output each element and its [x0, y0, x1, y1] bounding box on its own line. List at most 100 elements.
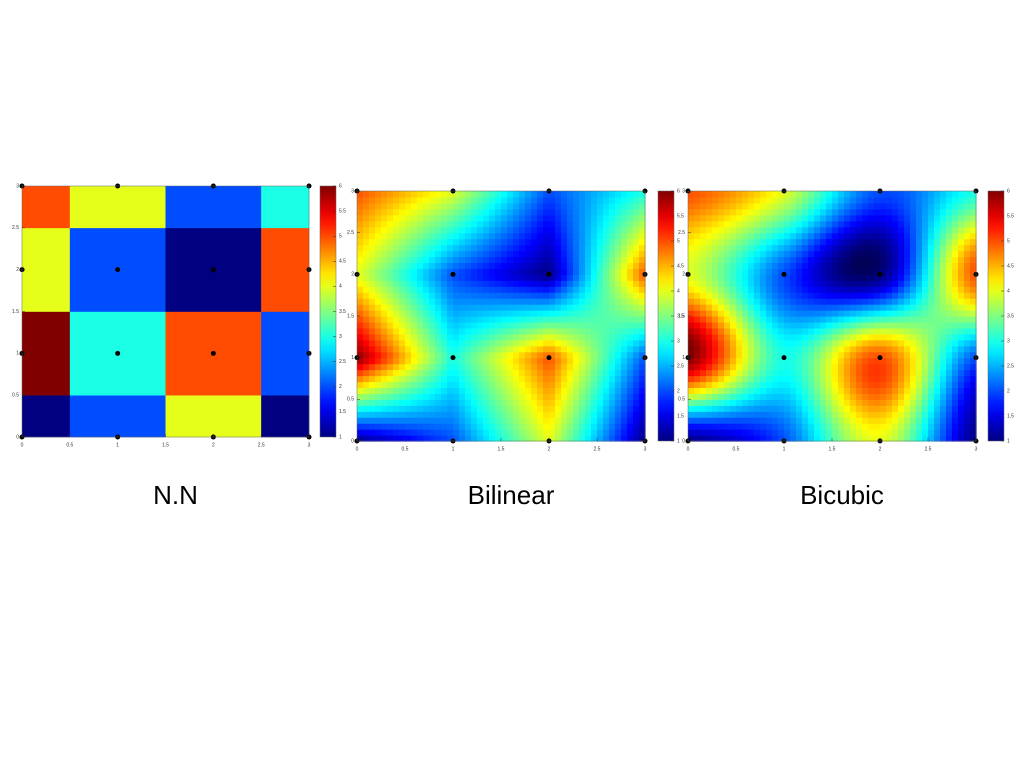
- interpolated-pixel: [441, 232, 448, 240]
- interpolated-pixel: [363, 411, 370, 418]
- interpolated-pixel: [748, 333, 755, 341]
- interpolated-pixel: [898, 429, 905, 436]
- interpolated-pixel: [802, 351, 809, 359]
- interpolated-pixel: [916, 268, 923, 275]
- interpolated-pixel: [766, 202, 773, 210]
- interpolated-pixel: [405, 191, 412, 198]
- interpolated-pixel: [477, 387, 484, 394]
- interpolated-pixel: [537, 429, 544, 436]
- interpolated-pixel: [615, 357, 622, 365]
- interpolated-pixel: [700, 292, 707, 299]
- interpolated-pixel: [898, 244, 905, 252]
- interpolated-pixel: [928, 381, 935, 389]
- interpolated-pixel: [784, 238, 791, 246]
- interpolated-pixel: [609, 381, 616, 389]
- interpolated-pixel: [844, 399, 851, 406]
- interpolated-pixel: [712, 363, 719, 371]
- interpolated-pixel: [543, 191, 550, 198]
- interpolated-pixel: [730, 226, 737, 234]
- interpolated-pixel: [694, 268, 701, 275]
- interpolated-pixel: [471, 345, 478, 353]
- interpolated-pixel: [453, 304, 460, 311]
- interpolated-pixel: [922, 423, 929, 430]
- interpolated-pixel: [910, 435, 917, 442]
- interpolated-pixel: [411, 387, 418, 394]
- interpolated-pixel: [603, 435, 610, 442]
- interpolated-pixel: [615, 321, 622, 329]
- interpolated-pixel: [591, 226, 598, 234]
- interpolated-pixel: [501, 208, 508, 216]
- interpolated-pixel: [465, 292, 472, 299]
- interpolated-pixel: [495, 387, 502, 394]
- interpolated-pixel: [573, 405, 580, 412]
- interpolated-pixel: [688, 220, 695, 228]
- interpolated-pixel: [784, 333, 791, 341]
- interpolated-pixel: [525, 381, 532, 389]
- interpolated-pixel: [471, 399, 478, 406]
- colorbar-tick-label: 1.5: [677, 413, 684, 419]
- interpolated-pixel: [537, 208, 544, 216]
- interpolated-pixel: [387, 363, 394, 371]
- interpolated-pixel: [573, 244, 580, 252]
- interpolated-pixel: [381, 393, 388, 400]
- interpolated-pixel: [784, 411, 791, 418]
- interpolated-pixel: [411, 417, 418, 424]
- interpolated-pixel: [465, 274, 472, 281]
- interpolated-pixel: [706, 387, 713, 394]
- interpolated-pixel: [820, 268, 827, 275]
- interpolated-pixel: [832, 316, 839, 323]
- colorbar-tick-label: 4: [339, 284, 342, 290]
- interpolated-pixel: [694, 191, 701, 198]
- interpolated-pixel: [784, 304, 791, 311]
- interpolated-pixel: [754, 220, 761, 228]
- interpolated-pixel: [712, 256, 719, 264]
- interpolated-pixel: [814, 310, 821, 317]
- interpolated-pixel: [736, 256, 743, 264]
- interpolated-pixel: [754, 321, 761, 329]
- interpolated-pixel: [862, 339, 869, 347]
- interpolated-pixel: [862, 208, 869, 216]
- interpolated-pixel: [730, 423, 737, 430]
- interpolated-pixel: [519, 327, 526, 335]
- interpolated-pixel: [471, 405, 478, 412]
- interpolated-pixel: [429, 327, 436, 335]
- interpolated-pixel: [435, 304, 442, 311]
- interpolated-pixel: [700, 232, 707, 240]
- interpolated-pixel: [820, 357, 827, 365]
- interpolated-pixel: [886, 196, 893, 204]
- interpolated-pixel: [537, 226, 544, 234]
- interpolated-pixel: [369, 232, 376, 240]
- interpolated-pixel: [844, 327, 851, 335]
- interpolated-pixel: [760, 345, 767, 353]
- interpolated-pixel: [814, 256, 821, 264]
- interpolated-pixel: [964, 220, 971, 228]
- interpolated-pixel: [820, 244, 827, 252]
- interpolated-pixel: [387, 399, 394, 406]
- interpolated-pixel: [375, 339, 382, 347]
- interpolated-pixel: [405, 202, 412, 210]
- interpolated-pixel: [507, 351, 514, 359]
- interpolated-pixel: [760, 304, 767, 311]
- interpolated-pixel: [525, 262, 532, 269]
- interpolated-pixel: [507, 256, 514, 264]
- interpolated-pixel: [748, 268, 755, 275]
- interpolated-pixel: [567, 393, 574, 400]
- interpolated-pixel: [381, 286, 388, 293]
- interpolated-pixel: [375, 226, 382, 234]
- interpolated-pixel: [868, 327, 875, 335]
- interpolated-pixel: [381, 202, 388, 210]
- interpolated-pixel: [946, 286, 953, 293]
- interpolated-pixel: [748, 351, 755, 359]
- interpolated-pixel: [621, 292, 628, 299]
- interpolated-pixel: [958, 286, 965, 293]
- interpolated-pixel: [393, 238, 400, 246]
- interpolated-pixel: [724, 321, 731, 329]
- interpolated-pixel: [549, 423, 556, 430]
- interpolated-pixel: [603, 423, 610, 430]
- heatmap-cell: [165, 395, 262, 438]
- interpolated-pixel: [483, 226, 490, 234]
- interpolated-pixel: [778, 363, 785, 371]
- interpolated-pixel: [736, 429, 743, 436]
- interpolated-pixel: [754, 411, 761, 418]
- interpolated-pixel: [483, 357, 490, 365]
